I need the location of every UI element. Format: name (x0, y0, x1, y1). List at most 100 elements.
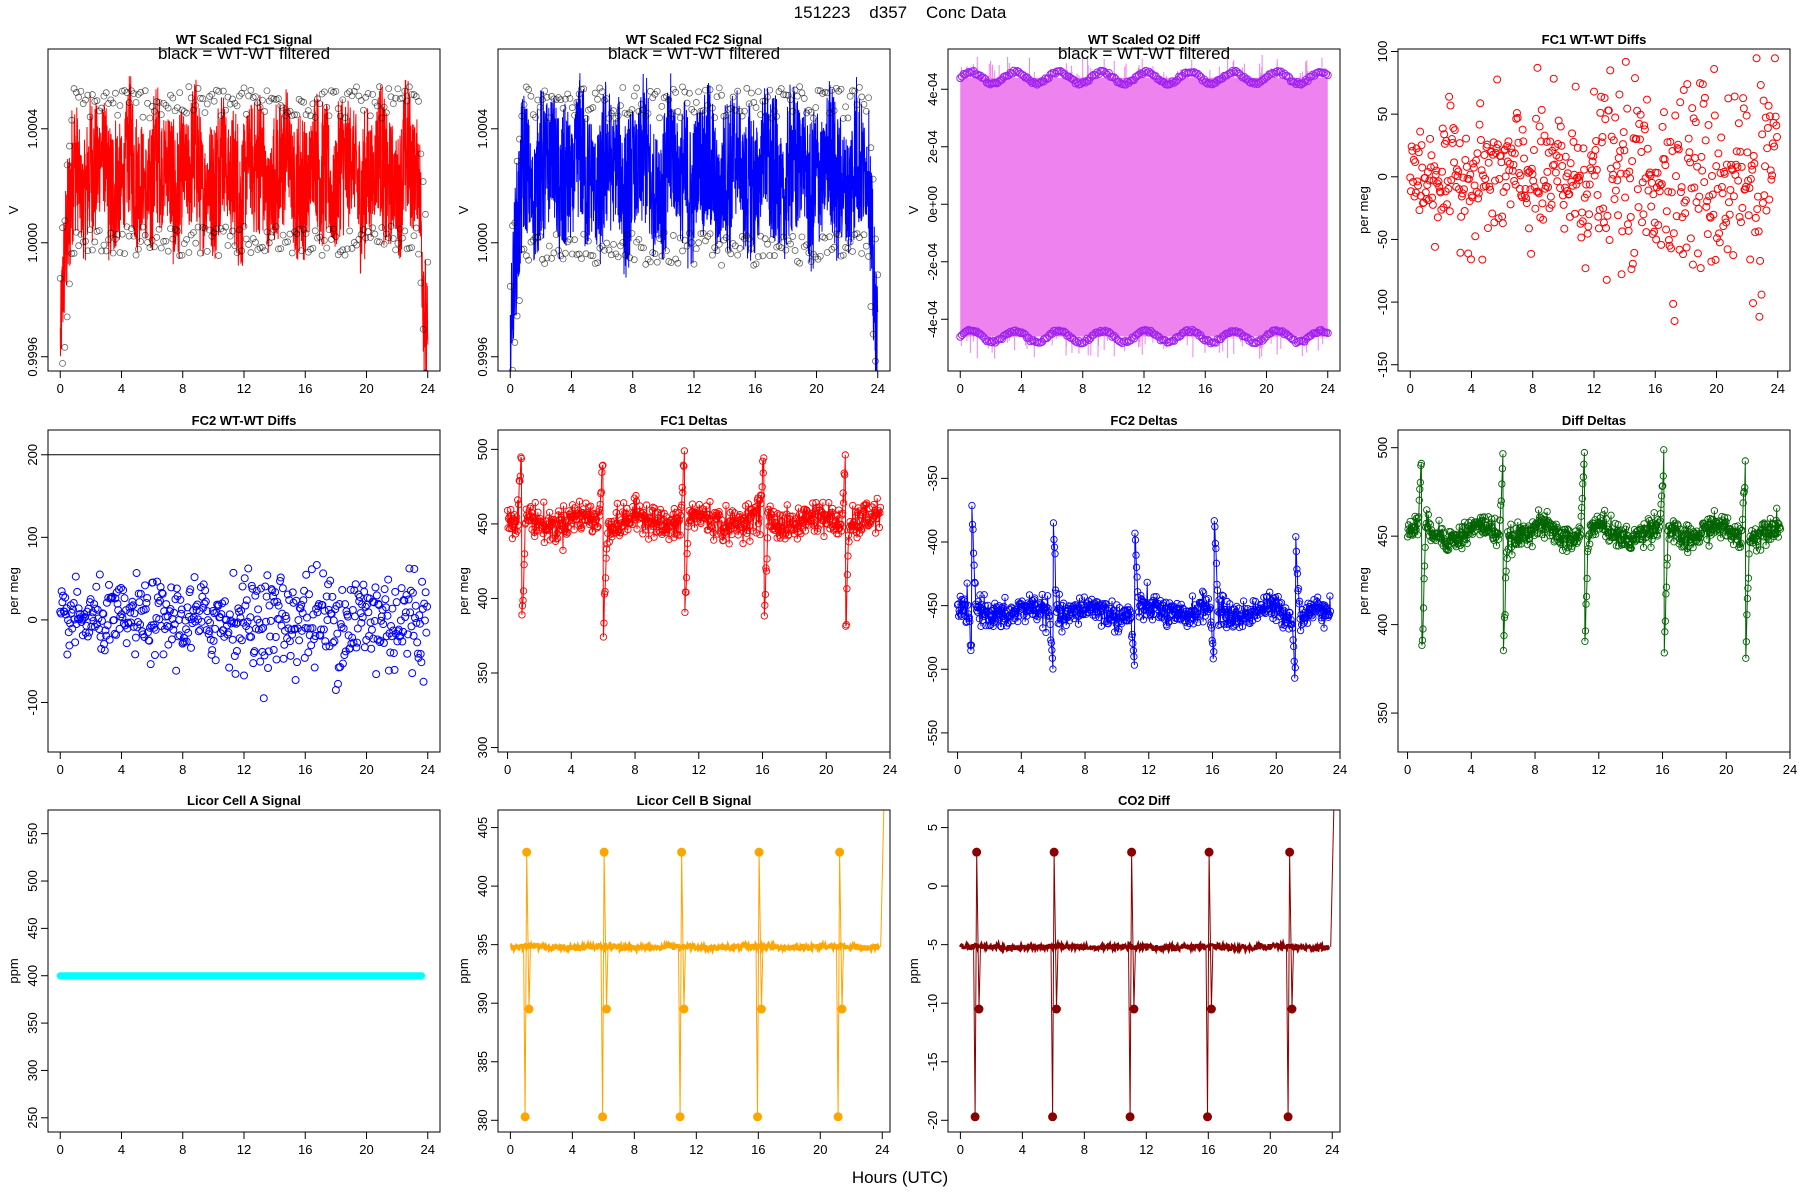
data-point (784, 91, 792, 99)
data-point (1708, 190, 1717, 199)
data-point (1015, 612, 1023, 620)
data-point (308, 624, 317, 633)
y-axis-label: per meg (6, 567, 21, 615)
data-point (1764, 101, 1773, 110)
data-point (651, 250, 659, 258)
data-point (639, 508, 648, 516)
data-point (298, 608, 307, 617)
data-point (1620, 146, 1629, 155)
data-point (210, 229, 218, 237)
data-point (677, 511, 685, 520)
data-point (408, 588, 417, 597)
data-point (192, 102, 200, 109)
data-point (1584, 222, 1593, 231)
data-point (1627, 543, 1635, 552)
data-point (299, 596, 308, 605)
data-point (144, 99, 151, 107)
data-point (247, 86, 255, 94)
x-tick-label: 12 (237, 1142, 251, 1157)
data-point (1049, 519, 1058, 527)
data-point (1501, 172, 1510, 181)
data-point (146, 114, 154, 122)
data-point (83, 632, 92, 641)
data-point (163, 612, 172, 621)
data-point (1647, 202, 1656, 211)
data-point (1703, 535, 1711, 544)
data-point (964, 601, 972, 609)
chart-title: Licor Cell B Signal (637, 793, 752, 808)
x-tick-label: 4 (118, 762, 125, 777)
data-point (185, 83, 193, 91)
data-point (1051, 586, 1060, 594)
data-point (865, 94, 872, 102)
data-point (63, 161, 71, 169)
data-point (346, 227, 354, 235)
data-point (1051, 550, 1059, 558)
data-point (172, 584, 181, 593)
data-point (679, 247, 686, 255)
data-point (805, 521, 813, 529)
data-point (637, 244, 645, 251)
data-point (1663, 561, 1671, 569)
data-point (131, 633, 140, 642)
data-point (353, 241, 360, 249)
data-point (1577, 208, 1586, 217)
data-point (1043, 592, 1052, 600)
data-point (1695, 192, 1704, 201)
data-point (1582, 190, 1591, 199)
data-point (1738, 203, 1747, 212)
data-point (1613, 526, 1622, 535)
plot-area (48, 454, 440, 703)
data-point (297, 600, 306, 609)
data-point (1661, 161, 1670, 170)
data-point (194, 627, 203, 636)
data-point (1074, 620, 1083, 628)
data-point (69, 598, 78, 607)
data-point (245, 241, 252, 248)
y-tick-label: 1.0004 (475, 109, 490, 149)
data-point (1556, 122, 1565, 131)
data-point (100, 241, 108, 249)
data-point (271, 632, 280, 641)
data-point (1196, 599, 1204, 608)
data-point (187, 94, 195, 102)
plot-frame (497, 48, 891, 372)
y-tick-label: -5 (925, 939, 940, 951)
data-point (520, 1112, 530, 1122)
data-point (598, 462, 607, 470)
data-point (274, 601, 283, 610)
data-point (710, 536, 718, 544)
data-point (1766, 166, 1775, 175)
data-point (1633, 185, 1642, 194)
data-point (1754, 227, 1763, 236)
data-point (1253, 614, 1262, 622)
y-tick-label: 4e-04 (925, 73, 940, 106)
series-line (523, 852, 531, 1117)
data-point (1238, 622, 1247, 631)
data-point (1627, 544, 1635, 552)
data-point (199, 580, 208, 589)
data-point (532, 113, 539, 121)
data-point (1203, 1112, 1213, 1122)
data-point (1426, 520, 1435, 529)
data-point (796, 83, 804, 91)
data-point (598, 1112, 608, 1122)
data-point (1147, 609, 1156, 617)
data-point (1453, 172, 1462, 181)
data-point (846, 92, 854, 100)
data-point (408, 244, 416, 252)
data-point (763, 534, 772, 542)
data-point (574, 506, 583, 514)
data-point (146, 660, 155, 669)
data-point (601, 574, 610, 582)
data-point (1283, 1112, 1293, 1122)
data-point (1705, 542, 1713, 550)
data-point (702, 237, 709, 245)
data-point (690, 108, 698, 116)
data-point (360, 106, 367, 114)
data-point (874, 271, 882, 279)
data-point (1052, 589, 1060, 597)
data-point (628, 106, 636, 113)
